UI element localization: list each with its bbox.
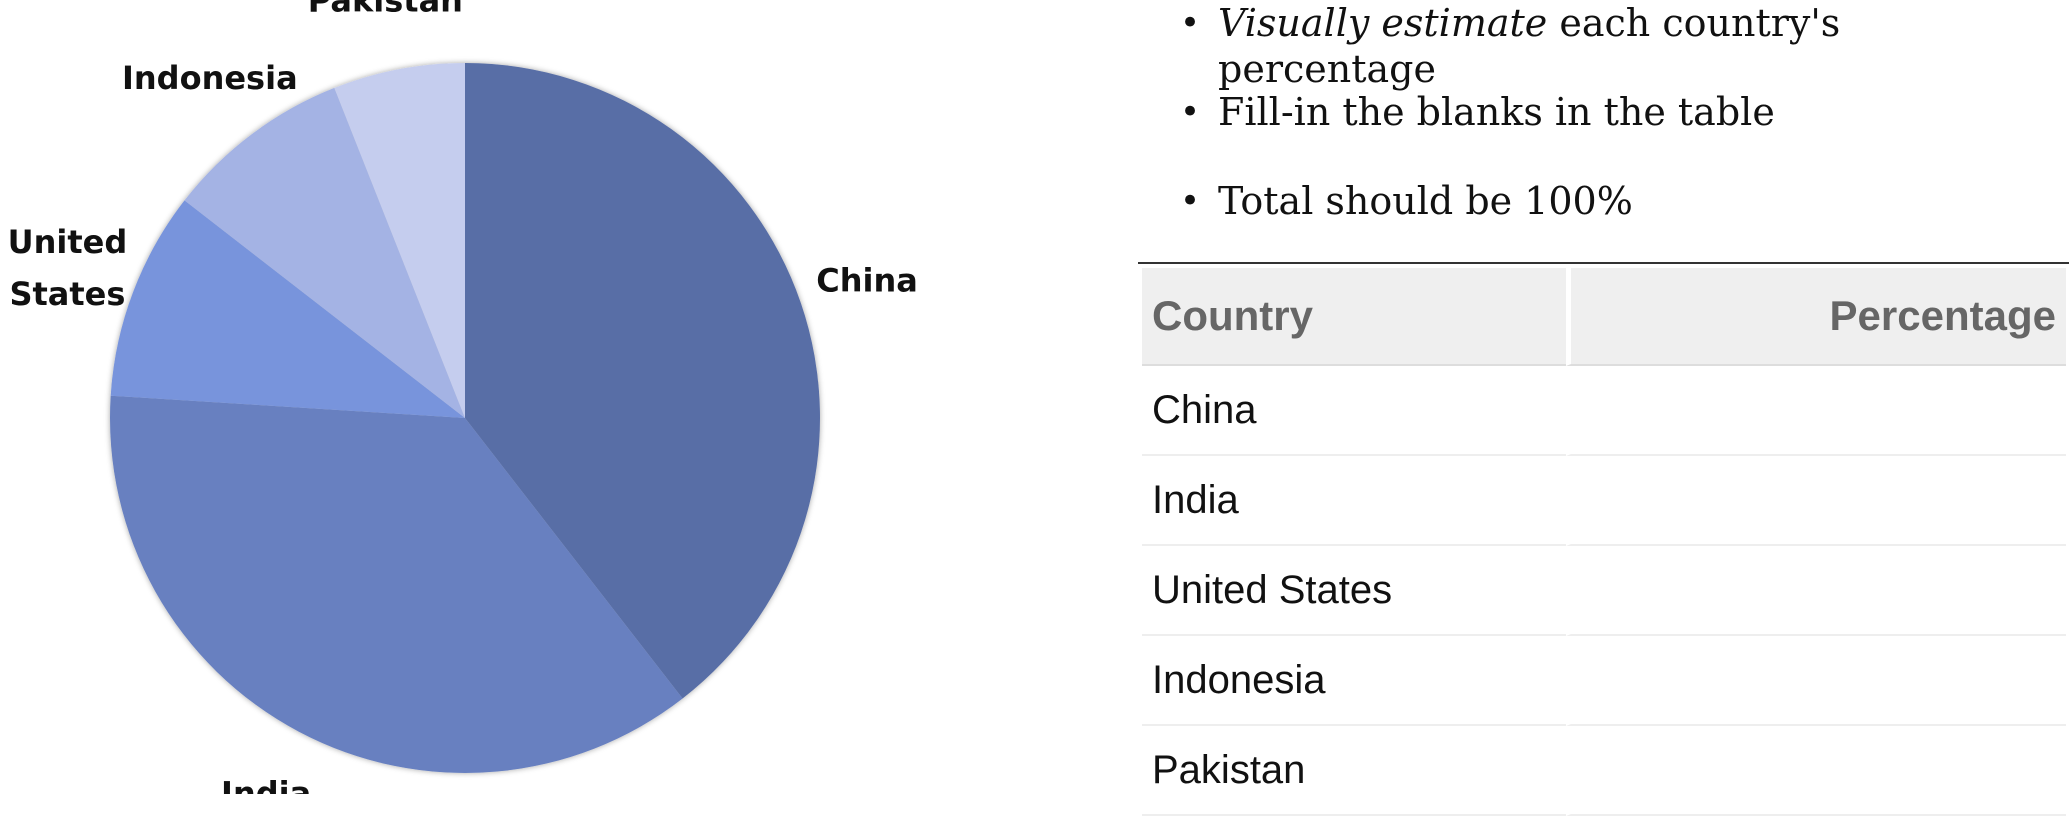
- table-top-rule: [1138, 262, 2069, 264]
- table-row: Indonesia: [1142, 636, 2066, 726]
- country-header: Country: [1142, 268, 1566, 366]
- table-row: United States: [1142, 546, 2066, 636]
- pie-slice-pakistan: [334, 63, 465, 418]
- country-cell: India: [1142, 456, 1566, 546]
- instruction-item-fill: Fill-in the blanks in the table: [1180, 89, 2060, 178]
- pie-slice-india: [109, 395, 683, 773]
- pie-label-india: India: [221, 775, 311, 794]
- table-row: Pakistan: [1142, 726, 2066, 816]
- instruction-item-estimate: Visually estimate each country's percent…: [1180, 0, 2060, 91]
- percentage-cell[interactable]: [1566, 636, 2066, 726]
- percentage-cell[interactable]: [1566, 726, 2066, 816]
- percentage-cell[interactable]: [1566, 456, 2066, 546]
- percentage-cell[interactable]: [1566, 366, 2066, 456]
- pie-labels: China India United States Indonesia Pakistan: [8, 0, 918, 794]
- instruction-text: Total should be 100%: [1218, 179, 1633, 223]
- country-cell: China: [1142, 366, 1566, 456]
- instruction-emphasis: Visually estimate: [1218, 1, 1548, 45]
- pie-label-china: China: [816, 261, 918, 299]
- percentage-table: Country Percentage China India United St…: [1142, 268, 2066, 816]
- table-row: China: [1142, 366, 2066, 456]
- pie-slice-indonesia: [184, 87, 465, 418]
- country-cell: Indonesia: [1142, 636, 1566, 726]
- pie-slice-united-states: [110, 200, 466, 418]
- country-cell: United States: [1142, 546, 1566, 636]
- percentage-cell[interactable]: [1566, 546, 2066, 636]
- percentage-header: Percentage: [1566, 268, 2066, 366]
- pie-slice-china: [465, 63, 820, 699]
- pie-slices: [109, 63, 820, 773]
- instruction-text: Fill-in the blanks in the table: [1218, 90, 1775, 134]
- pie-label-indonesia: Indonesia: [122, 59, 298, 97]
- table-row: India: [1142, 456, 2066, 546]
- pie-label-pakistan: Pakistan: [308, 0, 463, 20]
- instruction-item-total: Total should be 100%: [1180, 178, 2060, 267]
- table-header-row: Country Percentage: [1142, 268, 2066, 366]
- instructions-list: Visually estimate each country's percent…: [1180, 0, 2060, 267]
- pie-chart-svg: China India United States Indonesia Pakistan: [8, 0, 918, 794]
- pie-label-united-states: United States: [8, 223, 128, 313]
- instruction-text: each country's percentage: [1218, 1, 1841, 91]
- pie-chart: China India United States Indonesia Pakistan: [8, 0, 918, 794]
- country-cell: Pakistan: [1142, 726, 1566, 816]
